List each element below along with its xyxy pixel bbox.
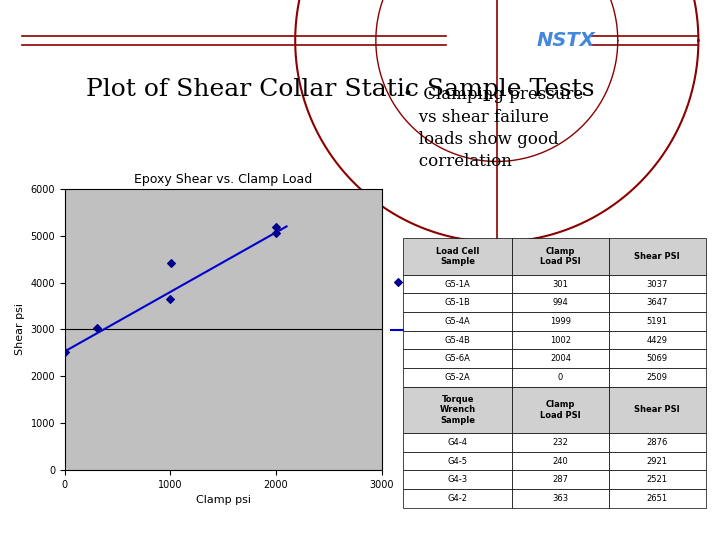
Bar [609,387,706,433]
Text: 0: 0 [558,373,563,382]
Text: Torque
Wrench
Sample: Torque Wrench Sample [440,395,476,425]
Text: 2921: 2921 [647,456,667,465]
Bar [609,312,706,330]
Text: 2509: 2509 [647,373,667,382]
Bar [403,238,512,275]
Bar [609,330,706,349]
Text: 2521: 2521 [647,475,667,484]
Bar [403,330,512,349]
Bar [512,368,609,387]
Point [164,295,176,303]
Bar [609,275,706,293]
Bar [403,312,512,330]
Text: 2004: 2004 [550,354,571,363]
Text: Shear PSI: Shear PSI [634,252,680,261]
Text: 5069: 5069 [647,354,667,363]
Text: Load Cell
Sample: Load Cell Sample [436,247,480,266]
Point [91,323,102,332]
Bar [403,452,512,470]
Text: G5-4A: G5-4A [445,317,470,326]
Bar [403,293,512,312]
Text: G4-5: G4-5 [448,456,467,465]
Text: NSTX: NSTX [536,31,595,50]
Text: 2876: 2876 [647,438,668,447]
Bar [403,275,512,293]
Text: G5-1A: G5-1A [445,280,470,289]
Bar [512,238,609,275]
Title: Epoxy Shear vs. Clamp Load: Epoxy Shear vs. Clamp Load [134,173,312,186]
Bar [512,470,609,489]
Text: 3647: 3647 [647,298,668,307]
Text: Plot of Shear Collar Static Sample Tests: Plot of Shear Collar Static Sample Tests [86,78,595,100]
Bar [403,368,512,387]
Text: Not Cycled: Not Cycled [412,278,472,287]
Text: G5-4B: G5-4B [445,335,471,345]
Bar [609,433,706,452]
Bar [609,489,706,508]
Bar [512,452,609,470]
Text: 1002: 1002 [550,335,571,345]
Bar [609,293,706,312]
Text: G5-2A: G5-2A [445,373,470,382]
Text: G4-2: G4-2 [448,494,467,503]
Text: 287: 287 [552,475,569,484]
Text: G5-1B: G5-1B [445,298,471,307]
Text: 3037: 3037 [647,280,668,289]
Point [270,222,282,231]
Point [165,258,176,267]
Bar [609,470,706,489]
Text: Linear (Not
Cycled): Linear (Not Cycled) [412,319,474,341]
Bar [512,349,609,368]
Point [59,348,71,357]
Text: G4-4: G4-4 [448,438,467,447]
Text: 5191: 5191 [647,317,667,326]
Text: 2651: 2651 [647,494,667,503]
Text: 4429: 4429 [647,335,667,345]
Bar [609,368,706,387]
Text: 232: 232 [552,438,568,447]
Bar [403,387,512,433]
Bar [403,489,512,508]
Bar [512,293,609,312]
Text: Shear PSI: Shear PSI [634,406,680,414]
Text: •  Clamping pressure
   vs shear failure
   loads show good
   correlation: • Clamping pressure vs shear failure loa… [403,86,583,170]
Bar [609,349,706,368]
Bar [403,349,512,368]
Bar [512,387,609,433]
Text: 994: 994 [552,298,568,307]
Text: 240: 240 [552,456,568,465]
Bar [512,330,609,349]
Text: G5-6A: G5-6A [445,354,471,363]
Text: 363: 363 [552,494,569,503]
Point [271,228,282,237]
Bar [512,312,609,330]
Text: G4-3: G4-3 [448,475,468,484]
Bar [609,452,706,470]
Y-axis label: Shear psi: Shear psi [15,303,25,355]
Bar [512,275,609,293]
Text: 1999: 1999 [550,317,571,326]
Bar [403,433,512,452]
Bar [512,489,609,508]
Bar [512,433,609,452]
Bar [609,238,706,275]
Text: Clamp
Load PSI: Clamp Load PSI [540,247,581,266]
X-axis label: Clamp psi: Clamp psi [196,495,251,505]
Text: Clamp
Load PSI: Clamp Load PSI [540,400,581,420]
Bar [403,470,512,489]
Text: 301: 301 [552,280,568,289]
